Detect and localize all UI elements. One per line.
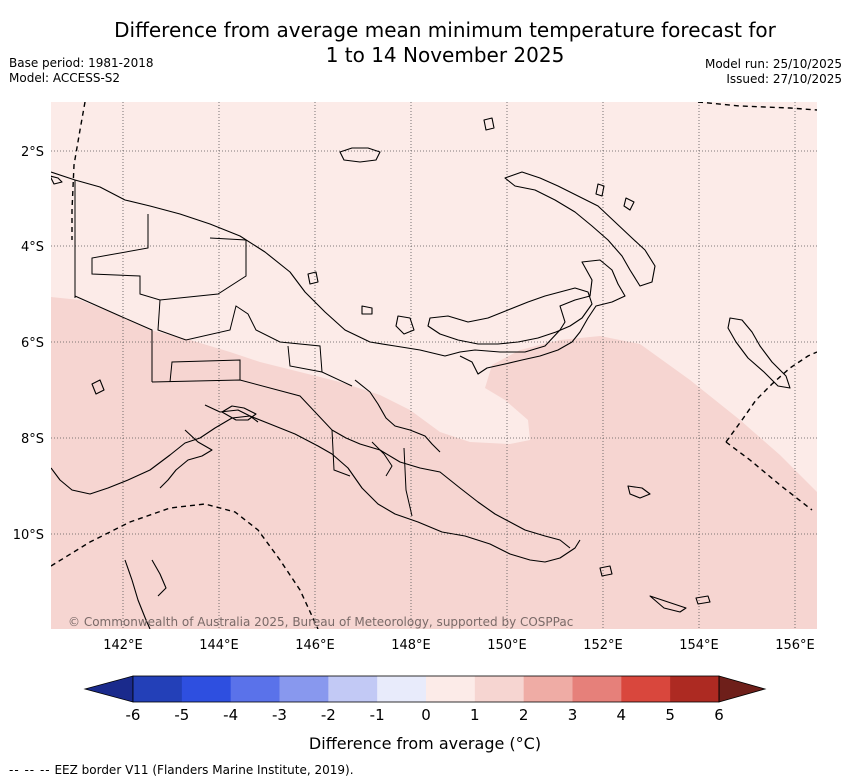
colorbar-label: Difference from average (°C) — [309, 734, 541, 753]
eez-borders — [51, 102, 817, 629]
colorbar-segment — [377, 676, 427, 702]
longitude-label: 152°E — [583, 638, 623, 653]
new-guinea-coast — [51, 171, 626, 375]
copyright-notice: © Commonwealth of Australia 2025, Bureau… — [68, 615, 573, 629]
model-name: Model: ACCESS-S2 — [9, 71, 121, 85]
colorbar-segment — [621, 676, 671, 702]
footnote: -- -- -- EEZ border V11 (Flanders Marine… — [9, 763, 354, 777]
colorbar-segment — [572, 676, 622, 702]
longitude-label: 150°E — [487, 638, 527, 653]
colorbar-segment — [279, 676, 329, 702]
meta-right: Model run: 25/10/2025 Issued: 27/10/2025 — [705, 57, 842, 87]
anomaly-zone-1-2 — [51, 297, 817, 629]
latitude-label: 4°S — [21, 240, 44, 255]
latitude-label: 8°S — [21, 432, 44, 447]
colorbar-extend-high — [718, 675, 767, 703]
colorbar-frame — [132, 675, 720, 703]
model-run: Model run: 25/10/2025 — [704, 57, 842, 71]
colorbar-tick: 3 — [568, 706, 578, 724]
title-line-2: 1 to 14 November 2025 — [325, 43, 565, 67]
colorbar-tick: 5 — [665, 706, 675, 724]
colorbar-tick: 1 — [470, 706, 480, 724]
latitude-label: 10°S — [13, 528, 44, 543]
colorbar-tick: 2 — [519, 706, 529, 724]
colorbar-segment — [328, 676, 378, 702]
longitude-label: 144°E — [199, 638, 239, 653]
latitude-labels: 2°S 4°S 6°S 8°S 10°S — [13, 145, 44, 543]
latitude-label: 6°S — [21, 336, 44, 351]
colorbar-tick: -1 — [370, 706, 385, 724]
longitude-label: 154°E — [679, 638, 719, 653]
colorbar-tick: 6 — [714, 706, 724, 724]
longitude-labels: 142°E 144°E 146°E 148°E 150°E 152°E 154°E 156°E — [103, 638, 815, 653]
colorbar-segment — [230, 676, 280, 702]
latitude-label: 2°S — [21, 145, 44, 160]
longitude-label: 156°E — [775, 638, 815, 653]
issued-date: Issued: 27/10/2025 — [726, 72, 842, 86]
colorbar-segment — [670, 676, 720, 702]
longitude-label: 146°E — [295, 638, 335, 653]
longitude-label: 142°E — [103, 638, 143, 653]
colorbar-segment — [523, 676, 573, 702]
colorbar-tick: 4 — [617, 706, 627, 724]
footnote-text: EEZ border V11 (Flanders Marine Institut… — [54, 763, 354, 777]
meta-left: Base period: 1981-2018 Model: ACCESS-S2 — [9, 56, 154, 86]
map-title: Difference from average mean minimum tem… — [60, 18, 830, 68]
colorbar-tick: -3 — [272, 706, 287, 724]
new-britain-coast — [427, 287, 593, 345]
colorbar: -6 -5 -4 -3 -2 -1 0 1 2 3 4 5 6 — [83, 675, 767, 724]
coastlines — [51, 117, 791, 629]
manus-coast — [339, 147, 381, 163]
colorbar-segment — [426, 676, 476, 702]
colorbar-tick: -6 — [126, 706, 141, 724]
colorbar-extend-low — [83, 675, 134, 703]
borders — [74, 180, 413, 517]
longitude-label: 148°E — [391, 638, 431, 653]
colorbar-segment — [474, 676, 525, 702]
title-line-1: Difference from average mean minimum tem… — [114, 18, 776, 42]
colorbar-tick: 0 — [421, 706, 431, 724]
bougainville-coast — [727, 317, 791, 389]
base-period: Base period: 1981-2018 — [9, 56, 154, 70]
colorbar-tick: -2 — [321, 706, 336, 724]
new-ireland-coast — [504, 171, 656, 287]
colorbar-tick: -4 — [223, 706, 238, 724]
colorbar-tick: -5 — [174, 706, 189, 724]
colorbar-segment — [133, 676, 183, 702]
colorbar-segment — [181, 676, 232, 702]
eez-dash-sample: -- -- -- — [9, 763, 51, 777]
